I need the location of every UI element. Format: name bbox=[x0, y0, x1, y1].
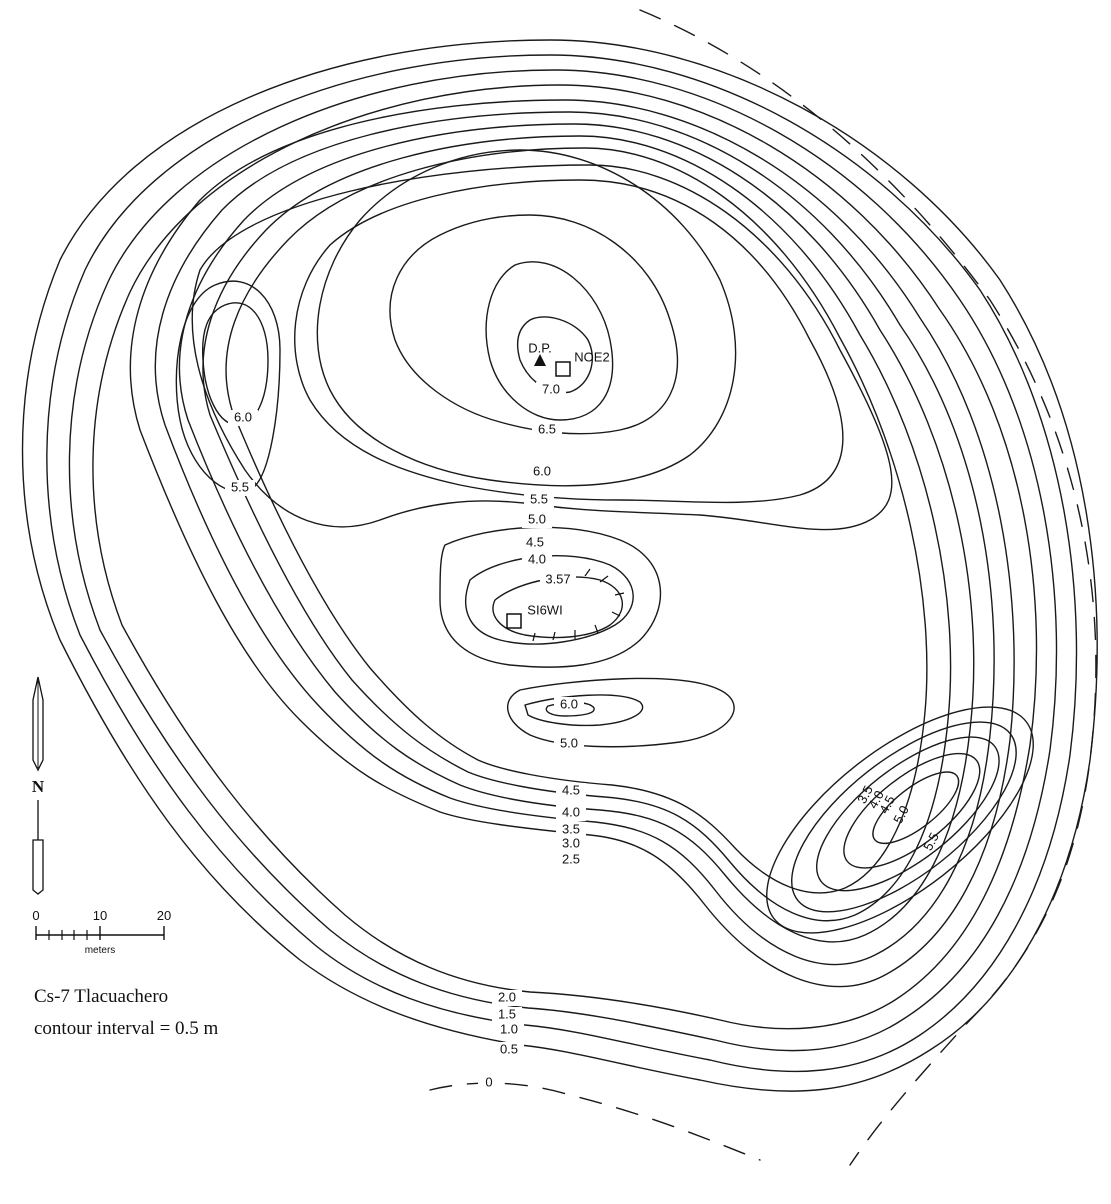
unit-square-icon bbox=[555, 361, 571, 377]
contour-label-1-0: 1.0 bbox=[500, 1021, 518, 1036]
contour-label-0: 0 bbox=[485, 1074, 492, 1089]
contour-label-6-5: 6.5 bbox=[538, 421, 556, 436]
contour-4-5 bbox=[225, 147, 928, 894]
contour-2-0 bbox=[92, 84, 1038, 1030]
datum-triangle-icon bbox=[534, 354, 546, 366]
contour-east-4-5 bbox=[815, 736, 1000, 892]
datum-point: D.P. bbox=[528, 340, 552, 366]
contour-3-0 bbox=[154, 111, 995, 966]
contour-basin-4-5 bbox=[439, 526, 662, 668]
contour-east-4-0 bbox=[791, 721, 1017, 913]
contour-label-south-6-0: 6.0 bbox=[560, 696, 578, 711]
contour-east-3-5 bbox=[766, 706, 1034, 934]
site-name: Cs-7 Tlacuachero bbox=[34, 986, 169, 1007]
contour-0-dashed-ne bbox=[639, 9, 1097, 1166]
scale-tick-10: 10 bbox=[93, 908, 107, 923]
contour-7-0-inner bbox=[517, 316, 593, 394]
contour-label-east-5-0: 5.0 bbox=[890, 803, 912, 826]
scale-tick-20: 20 bbox=[157, 908, 171, 923]
unit-ne-label: NOE2 bbox=[574, 349, 609, 364]
contour-basin-4-0 bbox=[465, 554, 634, 645]
scale-bar: 0 10 20 meters bbox=[32, 908, 171, 956]
contour-label-1-5: 1.5 bbox=[498, 1006, 516, 1021]
contour-label-group: 0 0.5 1.0 1.5 2.0 2.5 3.0 3.5 4.0 4.5 5.… bbox=[225, 381, 942, 1091]
contour-label-west-6-0: 6.0 bbox=[234, 409, 252, 424]
contour-0-5 bbox=[21, 39, 1098, 1092]
test-unit-ne: NOE2 bbox=[555, 349, 610, 377]
contour-label-5-5: 5.5 bbox=[530, 491, 548, 506]
north-label: N bbox=[32, 777, 45, 796]
contour-0-dashed-s bbox=[429, 1082, 761, 1161]
contour-4-0 bbox=[202, 135, 952, 922]
contour-label-2-5: 2.5 bbox=[562, 851, 580, 866]
contour-label-basin-4-0: 4.0 bbox=[528, 551, 546, 566]
contour-east-5-5 bbox=[872, 771, 960, 845]
depression-hachures bbox=[532, 568, 625, 642]
contour-label-3-5: 3.5 bbox=[562, 821, 580, 836]
contour-label-0-5: 0.5 bbox=[500, 1041, 518, 1056]
unit-square-icon bbox=[506, 613, 522, 629]
north-arrow-head-icon bbox=[32, 676, 44, 772]
test-unit-sw: SI6WI bbox=[506, 602, 563, 629]
contour-label-east-5-5: 5.5 bbox=[920, 830, 942, 853]
unit-sw-label: SI6WI bbox=[527, 602, 562, 617]
contour-label-west-5-5: 5.5 bbox=[231, 479, 249, 494]
contour-east-5-0 bbox=[843, 752, 981, 869]
contour-label-east-3-5: 3.5 bbox=[854, 783, 876, 806]
contour-label-6-0: 6.0 bbox=[533, 463, 551, 478]
scale-unit-label: meters bbox=[85, 945, 116, 956]
contour-label-east-4-5: 4.5 bbox=[876, 793, 898, 816]
contour-label-south-5-0: 5.0 bbox=[560, 735, 578, 750]
contour-3-5 bbox=[178, 123, 975, 943]
contour-7-0 bbox=[485, 261, 614, 421]
north-arrow: N bbox=[32, 676, 45, 895]
scale-tick-0: 0 bbox=[32, 908, 39, 923]
contour-label-7-0: 7.0 bbox=[542, 381, 560, 396]
contour-south-5-5 bbox=[524, 694, 644, 727]
contour-label-5-0: 5.0 bbox=[528, 511, 546, 526]
contour-1-0 bbox=[46, 54, 1078, 1073]
contour-6-0 bbox=[316, 149, 737, 487]
contour-6-5 bbox=[389, 214, 679, 435]
contour-label-east-4-0: 4.0 bbox=[865, 788, 887, 811]
east-knoll-contours bbox=[766, 706, 1034, 934]
contour-1-5 bbox=[68, 69, 1058, 1052]
datum-label: D.P. bbox=[528, 340, 552, 355]
contour-label-basin-4-5: 4.5 bbox=[526, 534, 544, 549]
contour-label-2-0: 2.0 bbox=[498, 989, 516, 1004]
contour-label-4-0: 4.0 bbox=[562, 804, 580, 819]
contour-2-5 bbox=[129, 99, 1015, 988]
north-arrow-tail-icon bbox=[32, 839, 44, 895]
contour-label-3-0: 3.0 bbox=[562, 835, 580, 850]
contour-south-5-0 bbox=[507, 677, 735, 748]
contour-interval-note: contour interval = 0.5 m bbox=[34, 1018, 219, 1039]
contour-label-basin-3-57: 3.57 bbox=[545, 571, 570, 586]
contour-label-4-5: 4.5 bbox=[562, 782, 580, 797]
